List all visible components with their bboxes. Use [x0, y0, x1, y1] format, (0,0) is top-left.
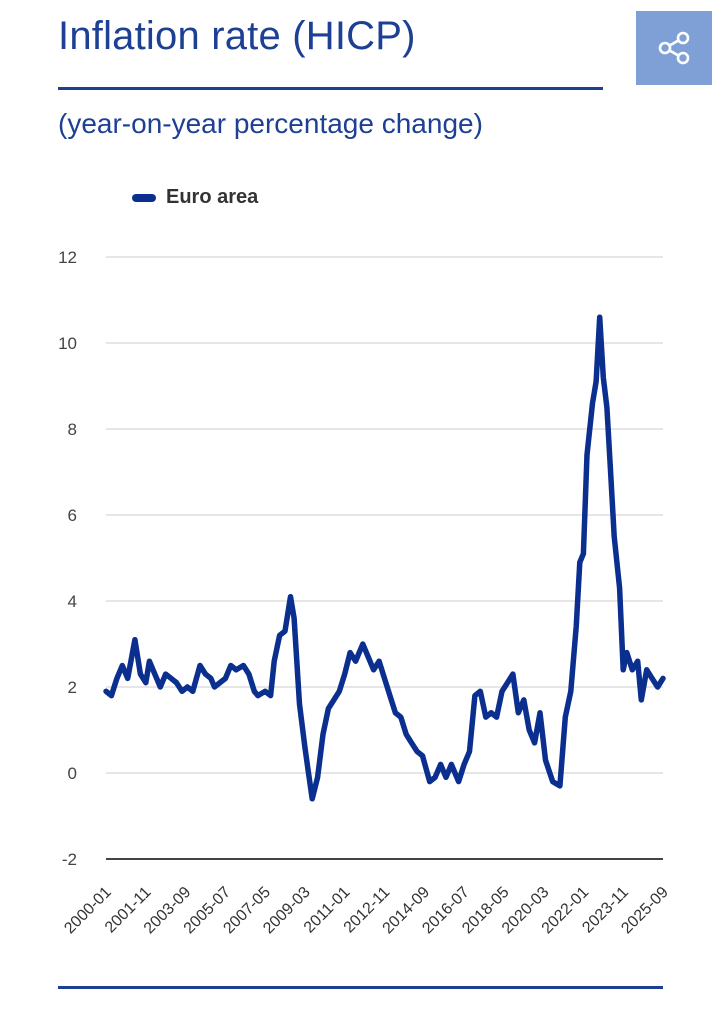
page-subtitle: (year-on-year percentage change) [58, 108, 483, 139]
y-tick-label: 4 [68, 592, 77, 611]
series-line-euro-area[interactable] [103, 314, 666, 802]
bottom-divider [58, 986, 663, 989]
y-tick-label: 8 [68, 420, 77, 439]
page-title: Inflation rate (HICP) [58, 14, 416, 58]
y-tick-label: 10 [58, 334, 77, 353]
y-tick-label: 0 [68, 764, 77, 783]
title-divider [58, 87, 603, 90]
legend-label-euro-area: Euro area [166, 186, 259, 208]
line-chart: 12 10 8 6 4 2 0 -2 2000-012001-112003-092005-07… [58, 248, 672, 938]
x-axis-ticks: 2000-012001-112003-092005-072007-052009-… [61, 884, 672, 938]
y-tick-label: -2 [62, 850, 77, 869]
y-tick-label: 12 [58, 248, 77, 267]
y-tick-label: 2 [68, 678, 77, 697]
y-axis-ticks: 12 10 8 6 4 2 0 -2 [58, 248, 77, 869]
series-layer [103, 314, 666, 802]
share-icon [658, 31, 690, 65]
share-button[interactable] [636, 11, 712, 85]
legend-swatch [132, 193, 156, 202]
chart-legend[interactable]: Euro area [132, 186, 258, 209]
y-tick-label: 6 [68, 506, 77, 525]
